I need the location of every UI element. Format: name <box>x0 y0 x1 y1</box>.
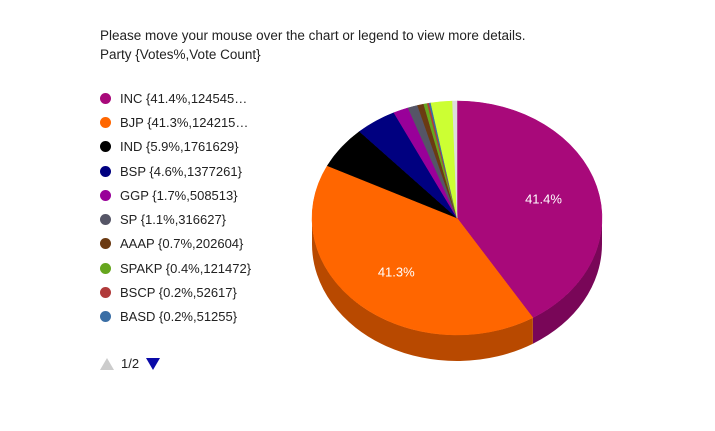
instruction-text: Please move your mouse over the chart or… <box>100 28 526 43</box>
legend-label: BJP {41.3%,124215… <box>120 114 249 130</box>
legend-swatch <box>100 214 111 226</box>
chart-subtitle: Party {Votes%,Vote Count} <box>100 47 261 62</box>
prev-page-icon[interactable] <box>100 357 114 370</box>
pie-slice-inc[interactable] <box>456 100 603 319</box>
legend-swatch <box>100 189 111 201</box>
legend-item-basd[interactable]: BASD {0.2%,51255} <box>100 305 251 329</box>
legend-swatch <box>100 287 111 299</box>
legend-swatch <box>100 165 111 177</box>
slice-label-bjp: 41.3% <box>378 264 415 279</box>
legend-item-sp[interactable]: SP {1.1%,316627} <box>100 207 251 231</box>
legend-item-aaap[interactable]: AAAP {0.7%,202604} <box>100 232 251 256</box>
next-page-icon[interactable] <box>146 357 161 370</box>
legend-label: GGP {1.7%,508513} <box>120 187 238 203</box>
pie-slice-bjp[interactable] <box>311 165 534 336</box>
legend: INC {41.4%,124545… BJP {41.3%,124215… IN… <box>100 86 251 329</box>
legend-item-bjp[interactable]: BJP {41.3%,124215… <box>100 110 251 134</box>
legend-label: INC {41.4%,124545… <box>120 90 248 106</box>
legend-item-spakp[interactable]: SPAKP {0.4%,121472} <box>100 256 251 280</box>
legend-item-inc[interactable]: INC {41.4%,124545… <box>100 86 251 110</box>
legend-label: SP {1.1%,316627} <box>120 212 227 228</box>
legend-swatch <box>100 262 111 274</box>
legend-label: BSCP {0.2%,52617} <box>120 285 237 301</box>
legend-pager: 1/2 <box>100 356 161 371</box>
pie-side-bjp[interactable] <box>312 218 533 361</box>
legend-swatch <box>100 116 111 128</box>
legend-label: IND {5.9%,1761629} <box>120 139 239 155</box>
legend-swatch <box>100 238 111 250</box>
legend-item-bscp[interactable]: BSCP {0.2%,52617} <box>100 280 251 304</box>
legend-item-bsp[interactable]: BSP {4.6%,1377261} <box>100 159 251 183</box>
legend-swatch <box>100 311 111 323</box>
legend-label: BSP {4.6%,1377261} <box>120 163 242 179</box>
slice-label-inc: 41.4% <box>525 191 562 206</box>
legend-label: SPAKP {0.4%,121472} <box>120 260 252 276</box>
legend-item-ggp[interactable]: GGP {1.7%,508513} <box>100 183 251 207</box>
legend-label: BASD {0.2%,51255} <box>120 309 238 325</box>
legend-item-ind[interactable]: IND {5.9%,1761629} <box>100 135 251 159</box>
pie-slice-others2[interactable] <box>452 100 458 219</box>
pie-side-inc[interactable] <box>532 218 602 344</box>
legend-swatch <box>100 141 111 153</box>
page-indicator: 1/2 <box>121 356 140 371</box>
chart-header: Please move your mouse over the chart or… <box>100 26 525 64</box>
legend-label: AAAP {0.7%,202604} <box>120 236 244 252</box>
legend-swatch <box>100 92 111 104</box>
